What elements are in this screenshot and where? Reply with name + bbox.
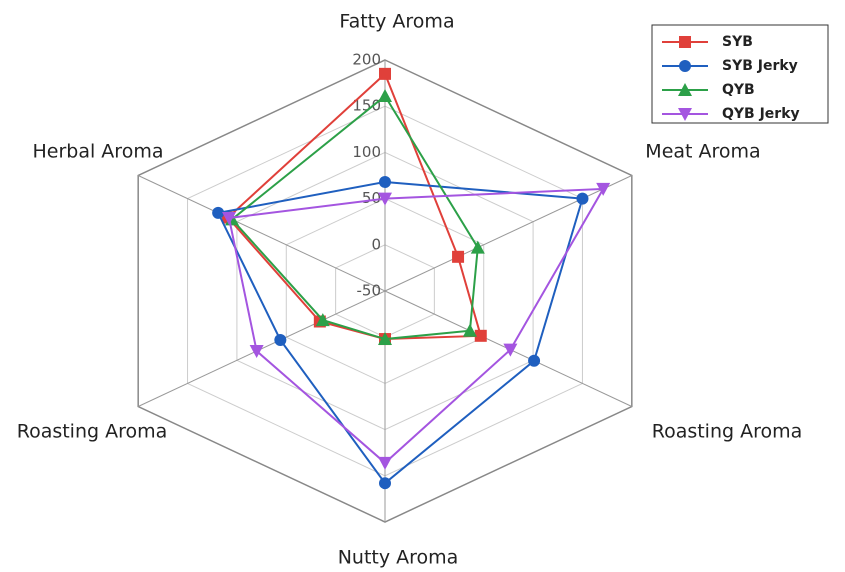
r-tick-label: 50 [362,189,381,207]
legend-label: SYB [722,34,753,50]
data-point [249,345,264,359]
data-point [379,67,391,80]
legend-marker [679,36,691,48]
data-point [528,354,541,367]
category-label: Roasting Aroma [652,421,803,443]
data-point [222,212,237,226]
category-label: Roasting Aroma [17,421,168,443]
data-point [378,332,392,346]
data-point [379,175,391,188]
data-point [379,477,391,490]
r-tick-label: 100 [352,143,381,161]
legend-label: QYB Jerky [722,106,800,122]
data-point [378,192,392,206]
category-label: Nutty Aroma [338,547,459,569]
legend-marker [679,60,691,72]
data-point [470,240,485,254]
data-point [212,206,225,219]
legend-label: QYB [722,82,755,98]
data-point [315,313,330,327]
data-point [274,333,287,346]
spoke [137,175,386,292]
category-label: Fatty Aroma [339,11,454,33]
data-point [462,323,477,337]
legend-marker [678,83,692,96]
data-point [378,89,392,103]
data-point [503,343,518,357]
data-point [474,329,487,342]
r-tick-label: 0 [371,235,381,253]
category-label: Meat Aroma [645,141,760,163]
data-point [576,192,589,205]
data-point [378,456,392,470]
series-line [227,187,605,465]
legend-label: SYB Jerky [722,58,798,74]
legend-marker [678,108,692,121]
series-line [216,180,584,485]
spoke [384,175,633,292]
r-tick-label: 200 [352,51,381,69]
r-tick-label: -50 [357,282,382,300]
data-point [596,182,611,196]
data-point [452,250,465,263]
r-tick-label: 150 [352,97,381,115]
category-label: Herbal Aroma [33,141,164,163]
